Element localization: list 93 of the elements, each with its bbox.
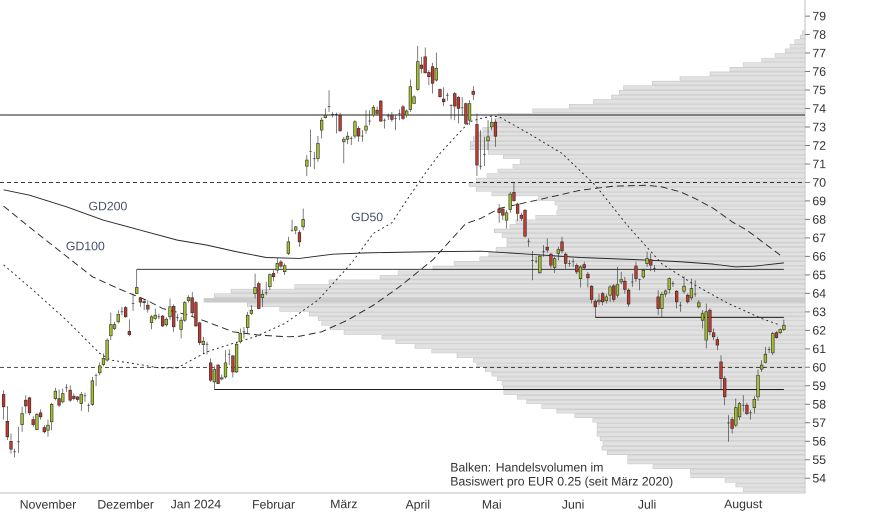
candlestick (142, 298, 146, 310)
y-tick-label: 57 (812, 418, 826, 428)
candlestick (150, 314, 154, 330)
candlestick (24, 394, 28, 414)
candlestick (604, 294, 608, 304)
x-tick-label: Juni (562, 500, 584, 509)
candlestick (434, 52, 438, 82)
candlestick (346, 131, 350, 144)
candlestick (656, 290, 660, 316)
candlestick (57, 389, 61, 408)
y-tick-label: 55 (812, 455, 826, 464)
annotation: Basiswert pro EUR 0.25 (seit März 2020) (451, 476, 672, 488)
y-tick-label: 79 (813, 12, 826, 20)
candlestick (675, 290, 678, 309)
y-tick-label: 73 (813, 122, 826, 132)
candlestick (138, 296, 142, 308)
series-label: GD50 (352, 212, 383, 222)
candlestick (109, 312, 112, 340)
candlestick (124, 306, 128, 318)
candlestick (68, 384, 72, 402)
y-tick-label: 78 (813, 30, 826, 39)
y-tick-label: 65 (813, 270, 826, 280)
y-tick-label: 62 (813, 326, 826, 335)
y-tick-label: 67 (813, 234, 826, 242)
candlestick (668, 277, 671, 294)
candlestick (504, 210, 508, 229)
candlestick (682, 276, 686, 294)
y-tick-label: 74 (813, 104, 826, 113)
candlestick (430, 62, 434, 94)
candlestick (28, 396, 32, 416)
x-tick-label: Dezember (98, 500, 154, 509)
candlestick (298, 230, 302, 248)
x-tick-label: Februar (253, 500, 295, 509)
candlestick (80, 392, 83, 412)
y-tick-label: 58 (812, 400, 826, 409)
candlestick (35, 412, 39, 430)
candlestick (342, 136, 346, 164)
candlestick (320, 117, 324, 139)
y-tick-label: 71 (813, 160, 826, 168)
candlestick (498, 204, 501, 224)
x-tick-label: Mai (482, 500, 501, 509)
y-tick-label: 63 (813, 307, 826, 316)
x-tick-label: August (724, 500, 762, 511)
candlestick (560, 236, 564, 254)
y-tick-label: 64 (813, 289, 826, 298)
x-tick-label: März (331, 500, 357, 508)
candlestick (106, 338, 109, 362)
y-tick-label: 70 (813, 178, 826, 187)
candlestick (442, 87, 446, 106)
annotation: Balken: Handelsvolumen im (451, 462, 603, 472)
candlestick (771, 332, 774, 356)
candlestick (20, 406, 24, 432)
x-tick-label: Jan 2024 (170, 500, 221, 508)
y-tick-label: 76 (813, 67, 826, 76)
y-tick-label: 56 (812, 436, 826, 446)
y-tick-label: 59 (812, 381, 826, 390)
candlestick (546, 238, 549, 254)
candlestick (690, 278, 694, 300)
candlestick (146, 300, 150, 314)
candlestick (116, 310, 120, 324)
candlestick (356, 126, 360, 142)
y-tick-label: 69 (813, 196, 826, 206)
candlestick (486, 120, 490, 150)
y-tick-label: 66 (813, 252, 826, 261)
candlestick (128, 319, 131, 337)
series-label: GD100 (66, 242, 104, 250)
x-tick-label: Juli (638, 500, 656, 509)
candlestick (61, 388, 64, 404)
y-tick-label: 75 (813, 86, 826, 94)
y-tick-label: 77 (813, 48, 826, 58)
candlestick (586, 272, 590, 288)
candlestick (516, 202, 520, 222)
x-tick-label: April (406, 500, 430, 512)
candlestick (32, 416, 35, 428)
y-tick-label: 54 (812, 474, 826, 482)
y-tick-label: 72 (813, 141, 826, 150)
candlestick (302, 208, 305, 230)
y-tick-label: 61 (813, 344, 826, 354)
candlestick (160, 314, 164, 328)
series-label: GD200 (89, 202, 127, 210)
y-tick-label: 60 (813, 362, 826, 372)
candlestick (286, 236, 290, 256)
candlestick (608, 284, 612, 302)
candlestick (745, 402, 749, 416)
candlestick (316, 136, 320, 162)
x-tick-label: November (20, 500, 76, 509)
y-tick-label: 68 (813, 215, 826, 224)
candlestick (671, 280, 675, 288)
candlestick (472, 86, 475, 100)
candlestick (494, 119, 498, 148)
candlestick (353, 120, 357, 139)
candlestick (590, 284, 594, 304)
candlestick (601, 292, 604, 306)
